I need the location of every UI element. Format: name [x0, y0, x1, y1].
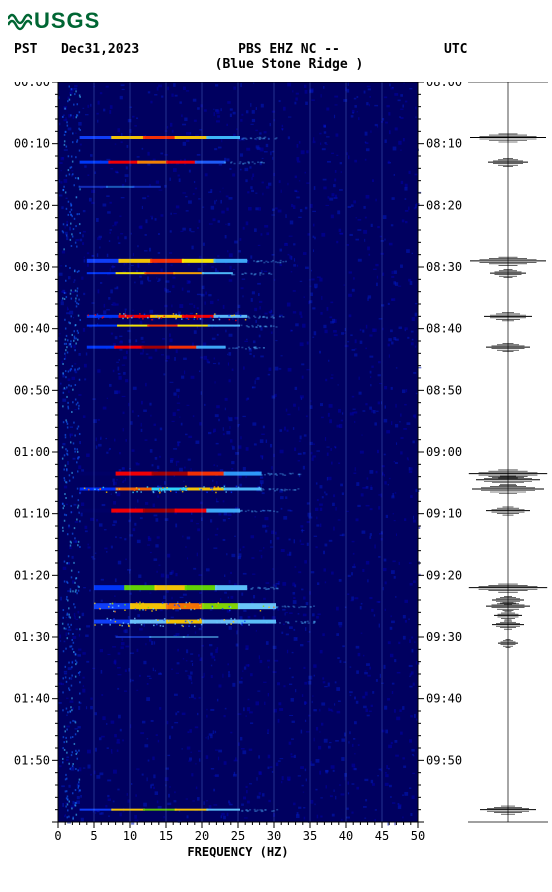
svg-text:15: 15: [159, 829, 173, 843]
svg-text:01:10: 01:10: [14, 507, 50, 521]
wave-icon: [8, 11, 32, 31]
svg-text:09:10: 09:10: [426, 507, 462, 521]
station-line-2: (Blue Stone Ridge ): [189, 57, 389, 72]
svg-text:00:30: 00:30: [14, 260, 50, 274]
svg-text:01:20: 01:20: [14, 568, 50, 582]
svg-text:40: 40: [339, 829, 353, 843]
svg-text:09:00: 09:00: [426, 445, 462, 459]
svg-text:00:40: 00:40: [14, 322, 50, 336]
svg-text:00:10: 00:10: [14, 137, 50, 151]
svg-text:20: 20: [195, 829, 209, 843]
svg-text:08:50: 08:50: [426, 383, 462, 397]
svg-text:5: 5: [90, 829, 97, 843]
chart-header: PST Dec31,2023 PBS EHZ NC -- (Blue Stone…: [8, 42, 544, 72]
svg-text:30: 30: [267, 829, 281, 843]
svg-text:01:00: 01:00: [14, 445, 50, 459]
svg-text:08:40: 08:40: [426, 322, 462, 336]
svg-text:00:00: 00:00: [14, 82, 50, 89]
svg-text:08:00: 08:00: [426, 82, 462, 89]
logo-text: USGS: [34, 8, 100, 34]
station-line-1: PBS EHZ NC --: [189, 42, 389, 57]
usgs-logo: USGS: [8, 8, 544, 34]
svg-text:50: 50: [411, 829, 425, 843]
svg-text:35: 35: [303, 829, 317, 843]
svg-text:09:40: 09:40: [426, 692, 462, 706]
svg-text:08:10: 08:10: [426, 137, 462, 151]
spectrogram-chart: 00:00 08:00 00:10 08:10 00:20 08:20 00:30 08:30…: [8, 82, 544, 872]
svg-text:FREQUENCY (HZ): FREQUENCY (HZ): [187, 845, 288, 859]
svg-text:08:20: 08:20: [426, 198, 462, 212]
svg-text:01:40: 01:40: [14, 692, 50, 706]
svg-text:09:30: 09:30: [426, 630, 462, 644]
svg-text:00:20: 00:20: [14, 198, 50, 212]
svg-text:09:50: 09:50: [426, 753, 462, 767]
svg-text:09:20: 09:20: [426, 568, 462, 582]
svg-text:08:30: 08:30: [426, 260, 462, 274]
svg-text:01:30: 01:30: [14, 630, 50, 644]
svg-text:00:50: 00:50: [14, 383, 50, 397]
svg-text:01:50: 01:50: [14, 753, 50, 767]
date: Dec31,2023: [61, 42, 139, 57]
svg-text:45: 45: [375, 829, 389, 843]
left-tz: PST: [14, 42, 37, 57]
svg-text:25: 25: [231, 829, 245, 843]
svg-text:0: 0: [54, 829, 61, 843]
svg-text:10: 10: [123, 829, 137, 843]
right-tz: UTC: [444, 42, 467, 57]
